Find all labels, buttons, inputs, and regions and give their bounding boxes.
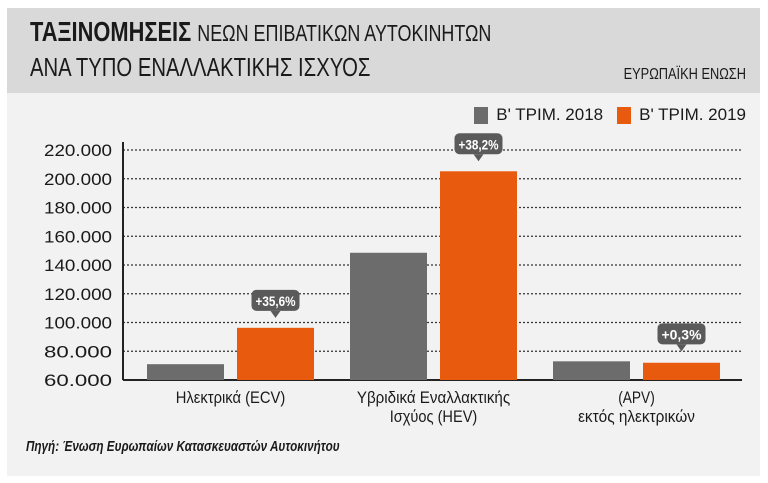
category-label: Ισχύος (HEV) (390, 407, 478, 426)
bar-2019 (440, 171, 517, 380)
y-tick-label: 200.000 (44, 170, 112, 189)
change-callout (657, 323, 706, 345)
y-tick-label: 80.000 (44, 342, 112, 361)
category-label: Ηλεκτρικά (ECV) (176, 388, 286, 407)
change-callout (251, 289, 300, 311)
bar-2018 (350, 252, 427, 380)
change-callout (454, 133, 503, 155)
legend-label-2018: Β' ΤΡΙΜ. 2018 (496, 105, 604, 124)
title-rest: ΝΕΩΝ ΕΠΙΒΑΤΙΚΩΝ ΑΥΤΟΚΙΝΗΤΩΝ (197, 20, 492, 46)
change-label: +35,6% (256, 293, 296, 309)
category-label: (APV) (618, 388, 655, 407)
callout-pointer (270, 310, 281, 318)
change-label: +38,2% (459, 136, 499, 152)
bar-2019 (643, 362, 720, 380)
y-tick-label: 60.000 (44, 371, 112, 390)
y-tick-label: 220.000 (44, 141, 112, 160)
legend-swatch-2018 (474, 106, 489, 124)
title-line2: ΑΝΑ ΤΥΠΟ ΕΝΑΛΛΑΚΤΙΚΗΣ ΙΣΧΥΟΣ (30, 52, 371, 82)
legend: Β' ΤΡΙΜ. 2018 Β' ΤΡΙΜ. 2019 (474, 105, 746, 125)
title-bold: ΤΑΞΙΝΟΜΗΣΕΙΣ (30, 16, 192, 47)
bar-2019 (237, 327, 314, 380)
chart-header (7, 8, 760, 93)
legend-swatch-2019 (617, 106, 632, 124)
chart-title-line2: ΑΝΑ ΤΥΠΟ ΕΝΑΛΛΑΚΤΙΚΗΣ ΙΣΧΥΟΣ (30, 52, 466, 83)
bar-2018 (147, 364, 224, 380)
y-tick-label: 160.000 (44, 227, 112, 246)
region-label: ΕΥΡΩΠΑΪΚΗ ΕΝΩΣΗ (623, 66, 746, 83)
callout-pointer (473, 154, 484, 162)
chart-title: ΤΑΞΙΝΟΜΗΣΕΙΣ ΝΕΩΝ ΕΠΙΒΑΤΙΚΩΝ ΑΥΤΟΚΙΝΗΤΩΝ (30, 16, 622, 48)
y-tick-label: 120.000 (44, 285, 112, 304)
category-label: Υβριδικά Εναλλακτικής (357, 388, 510, 407)
y-tick-label: 100.000 (44, 314, 112, 333)
bar-2018 (553, 361, 630, 380)
source-note: Πηγή: Ένωση Ευρωπαίων Κατασκευαστών Αυτο… (26, 438, 340, 455)
category-label: εκτός ηλεκτρικών (578, 407, 695, 426)
y-tick-label: 180.000 (44, 199, 112, 218)
callout-pointer (676, 344, 687, 352)
legend-label-2019: Β' ΤΡΙΜ. 2019 (639, 105, 746, 124)
change-label: +0,3% (662, 326, 703, 342)
y-tick-label: 140.000 (44, 256, 112, 275)
